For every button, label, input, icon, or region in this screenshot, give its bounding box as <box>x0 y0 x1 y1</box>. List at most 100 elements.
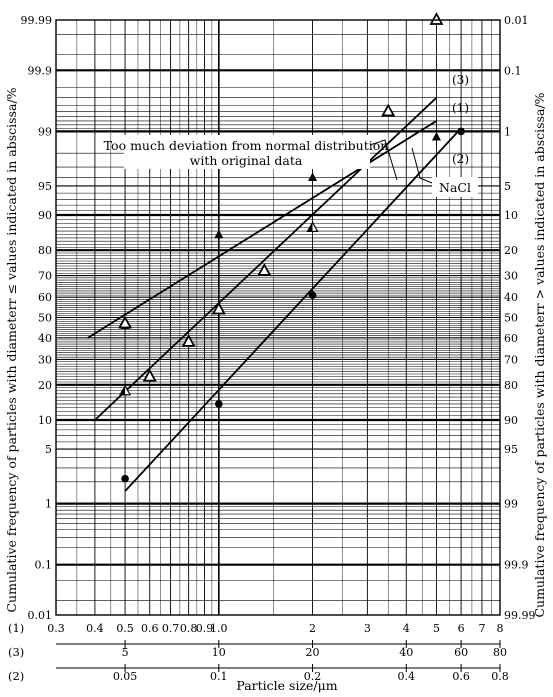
x-axis-scale-label: (2) <box>8 669 24 683</box>
left-tick-label: 10 <box>38 414 52 427</box>
y-axis-label-left: Cumulative frequency of particles with d… <box>4 87 19 612</box>
x-tick-label: 5 <box>433 622 440 635</box>
annotation-leader-nacl <box>411 147 433 184</box>
x-tick-label: 0.9 <box>196 622 214 635</box>
right-tick-label: 90 <box>504 414 518 427</box>
data-point <box>257 263 272 276</box>
grid <box>55 19 501 616</box>
left-tick-label: 20 <box>38 379 52 392</box>
x-tick-label: 80 <box>493 646 507 659</box>
data-point <box>214 229 224 239</box>
annotations: Too much deviation from normal distribut… <box>104 135 478 197</box>
x-tick-label: 0.4 <box>86 622 104 635</box>
x-axis-scale-label: (1) <box>8 621 24 635</box>
right-tick-label: 5 <box>504 180 511 193</box>
series-label-3: (3) <box>452 73 469 87</box>
x-tick-label: 40 <box>399 646 413 659</box>
data-point <box>121 474 129 483</box>
x-tick-label: 0.6 <box>141 622 159 635</box>
data-point <box>215 400 223 408</box>
annotation-deviation-line2: with original data <box>190 153 303 168</box>
data-point <box>308 291 317 299</box>
data-point <box>211 301 226 315</box>
left-tick-label: 95 <box>38 180 52 193</box>
data-markers <box>118 12 465 483</box>
annotation-nacl: NaCl <box>439 180 471 195</box>
x-tick-label: 0.6 <box>452 670 470 683</box>
x-tick-label: 0.5 <box>116 622 134 635</box>
x-tick-label: 20 <box>306 646 320 659</box>
fit-line <box>87 120 437 339</box>
left-tick-label: 99 <box>38 125 52 138</box>
data-point <box>307 222 313 232</box>
series-label-1: (1) <box>452 101 469 115</box>
y-axis-label-right: Cumulative frequency of particles with d… <box>532 92 547 617</box>
data-point <box>142 368 157 382</box>
left-tick-label: 99.9 <box>28 64 53 77</box>
plot-border <box>55 19 501 616</box>
left-tick-label: 60 <box>38 291 52 304</box>
fit-lines <box>87 97 462 492</box>
left-tick-label: 5 <box>45 443 52 456</box>
data-point <box>429 12 444 25</box>
nacl-background <box>432 177 478 197</box>
x-tick-label: 10 <box>212 646 226 659</box>
x-tick-label: 3 <box>364 622 371 635</box>
annotation-leader-deviation <box>369 139 398 181</box>
right-tick-label: 10 <box>504 209 518 222</box>
fit-line <box>94 97 438 421</box>
data-point <box>118 315 133 329</box>
data-point <box>181 334 196 347</box>
x-tick-label: 0.7 <box>162 622 180 635</box>
right-tick-label: 60 <box>504 332 518 345</box>
x-tick-label: 0.3 <box>47 622 65 635</box>
data-point <box>457 127 465 136</box>
x-axis-scale-label: (3) <box>8 645 24 659</box>
right-tick-label: 50 <box>504 312 518 325</box>
data-point <box>308 172 318 181</box>
x-tick-label: 0.2 <box>304 670 322 683</box>
data-point <box>381 103 396 117</box>
x-tick-label: 2 <box>309 622 316 635</box>
x-tick-label: 1.0 <box>210 622 228 635</box>
right-tick-label: 99.9 <box>504 559 529 572</box>
annotation-deviation-line1: Too much deviation from normal distribut… <box>104 138 389 153</box>
x-tick-label: 0.8 <box>491 670 509 683</box>
left-tick-label: 0.1 <box>35 559 53 572</box>
right-tick-label: 0.01 <box>504 14 529 27</box>
x-tick-label: 0.4 <box>398 670 416 683</box>
x-tick-label: 8 <box>497 622 504 635</box>
series-labels: (3) (1) (2) <box>452 73 469 166</box>
right-tick-label: 40 <box>504 291 518 304</box>
right-tick-label: 0.1 <box>504 64 522 77</box>
annotation-background <box>124 135 370 169</box>
x-axes: (1) 0.3 0.4 0.5 0.6 0.7 0.80.91.0 2 3 4 5 6 7 8(3) 5 10… <box>8 621 509 683</box>
right-y-tick-labels: 0.01 0.1 1 5 10 20 30 40 50 60 70 80 90 95 99 99.9 99.99 <box>504 14 536 622</box>
right-tick-label: 70 <box>504 353 518 366</box>
series-label-2: (2) <box>452 152 469 166</box>
left-y-tick-labels: 99.99 99.9 99 95 90 80 70 60 50 40 30 20 10 5 1 0.1 0.01 <box>21 14 53 622</box>
x-tick-label: 7 <box>478 622 485 635</box>
x-axis-label: Particle size/μm <box>236 678 337 693</box>
left-tick-label: 0.01 <box>28 609 53 622</box>
x-tick-label: 0.8 <box>180 622 198 635</box>
left-tick-label: 40 <box>38 332 52 345</box>
right-tick-label: 80 <box>504 379 518 392</box>
plot-frame <box>55 19 501 616</box>
left-tick-label: 30 <box>38 353 52 366</box>
x-tick-label: 0.1 <box>210 670 228 683</box>
x-tick-label: 4 <box>403 622 410 635</box>
x-tick-label: 5 <box>122 646 129 659</box>
data-point <box>431 131 441 141</box>
data-point <box>120 385 126 395</box>
left-tick-label: 99.99 <box>21 14 53 27</box>
x-tick-label: 60 <box>454 646 468 659</box>
fit-line <box>124 127 462 492</box>
x-tick-label: 6 <box>458 622 465 635</box>
left-tick-label: 70 <box>38 270 52 283</box>
x-tick-label: 0.05 <box>113 670 138 683</box>
right-tick-label: 20 <box>504 244 518 257</box>
right-tick-label: 30 <box>504 270 518 283</box>
right-tick-label: 95 <box>504 443 518 456</box>
